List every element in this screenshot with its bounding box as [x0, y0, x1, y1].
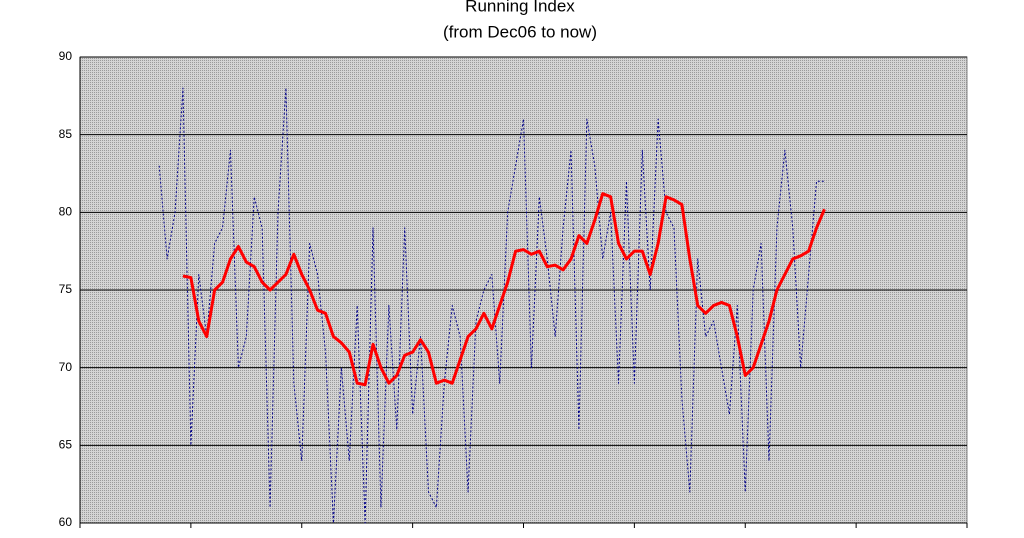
chart-subtitle: (from Dec06 to now) — [443, 22, 597, 41]
series-line — [182, 192, 826, 387]
chart-title: Running Index — [465, 0, 575, 15]
y-tick-label: 65 — [59, 438, 73, 452]
y-tick-label: 90 — [59, 49, 73, 63]
y-tick-label: 75 — [59, 282, 73, 296]
y-tick-label: 70 — [59, 360, 73, 374]
series-line — [158, 87, 825, 524]
y-tick-label: 60 — [59, 515, 73, 529]
y-tick-label: 80 — [59, 205, 73, 219]
y-tick-label: 85 — [59, 127, 73, 141]
